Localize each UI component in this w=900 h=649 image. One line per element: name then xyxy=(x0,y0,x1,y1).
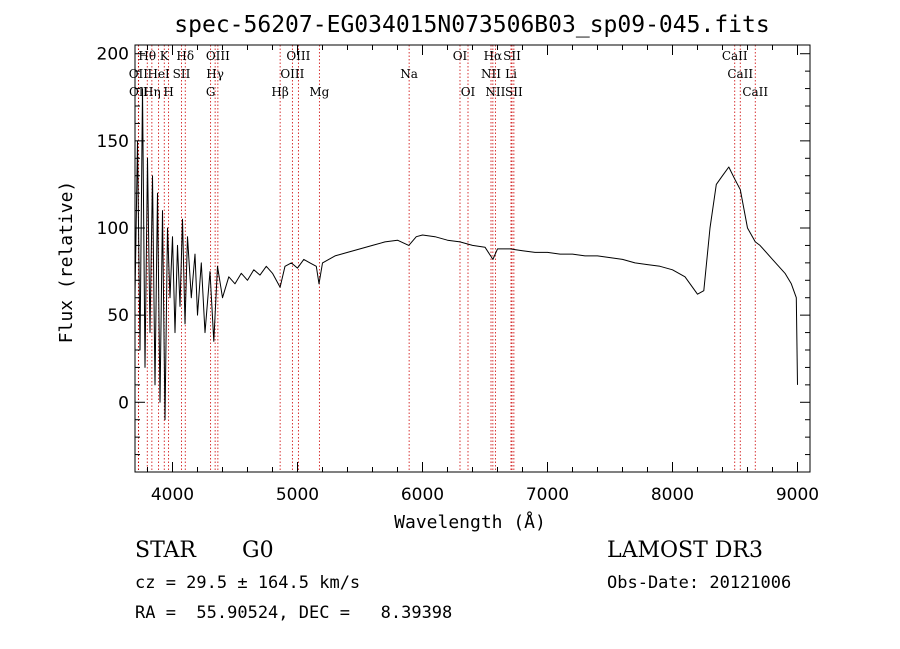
marker-label: SII xyxy=(503,49,521,63)
x-tick-label: 7000 xyxy=(526,485,569,505)
marker-label: SII xyxy=(173,67,191,81)
marker-label: K xyxy=(160,49,170,63)
redshift-text: cz = 29.5 ± 164.5 km/s xyxy=(135,573,361,593)
class-label: STAR xyxy=(135,538,196,563)
marker-label: OIII xyxy=(206,49,230,63)
marker-label: Hδ xyxy=(176,49,194,63)
marker-label: OI xyxy=(461,85,476,99)
marker-label: OIII xyxy=(286,49,310,63)
line-markers xyxy=(137,45,756,472)
y-tick-label: 50 xyxy=(107,306,129,326)
marker-label: OII xyxy=(129,67,149,81)
marker-label: CaII xyxy=(727,67,753,81)
marker-label: Hα xyxy=(484,49,503,63)
marker-label: G xyxy=(206,85,216,99)
marker-label: Na xyxy=(400,67,418,81)
y-tick-label: 0 xyxy=(118,393,129,413)
y-axis-ticks: 0 50 100 150 200 xyxy=(97,45,810,456)
y-tick-label: 200 xyxy=(97,45,129,65)
plot-frame xyxy=(134,44,811,473)
x-tick-label: 6000 xyxy=(401,485,444,505)
marker-label: Li xyxy=(505,67,517,81)
marker-label: NII xyxy=(481,67,501,81)
subclass-label: G0 xyxy=(242,538,274,563)
coordinates-text: RA = 55.90524, DEC = 8.39398 xyxy=(135,603,453,623)
x-tick-label: 9000 xyxy=(776,485,819,505)
marker-label: Mg xyxy=(309,85,329,99)
marker-label: OIII xyxy=(280,67,304,81)
y-axis-label: Flux (relative) xyxy=(56,181,77,344)
x-axis-label: Wavelength (Å) xyxy=(394,511,546,533)
marker-label: HeI xyxy=(147,67,170,81)
marker-label: H xyxy=(163,85,173,99)
marker-label: NII xyxy=(485,85,505,99)
x-axis-ticks: 4000 5000 6000 7000 8000 9000 xyxy=(147,45,819,505)
marker-label: Hθ xyxy=(138,49,156,63)
marker-label: Hη xyxy=(143,85,161,99)
chart-title: spec-56207-EG034015N073506B03_sp09-045.f… xyxy=(174,12,769,38)
marker-label: CaII xyxy=(722,49,748,63)
marker-label: CaII xyxy=(742,85,768,99)
marker-label: SII xyxy=(505,85,523,99)
marker-label: OII xyxy=(129,85,149,99)
x-tick-label: 8000 xyxy=(651,485,694,505)
spectrum-line xyxy=(134,88,798,421)
obs-date-text: Obs-Date: 20121006 xyxy=(607,573,792,593)
y-tick-label: 100 xyxy=(97,219,129,239)
marker-label: OI xyxy=(453,49,468,63)
x-tick-label: 5000 xyxy=(276,485,319,505)
survey-label: LAMOST DR3 xyxy=(607,538,763,563)
y-tick-label: 150 xyxy=(97,132,129,152)
marker-label: Hβ xyxy=(271,85,288,99)
marker-label: Hγ xyxy=(206,67,224,81)
x-tick-label: 4000 xyxy=(151,485,194,505)
